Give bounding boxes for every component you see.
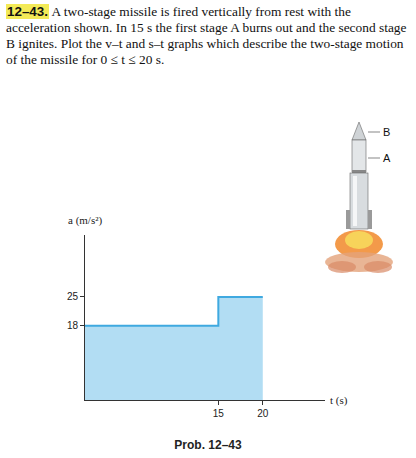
svg-text:A: A <box>383 152 391 164</box>
svg-text:t (s): t (s) <box>330 394 348 407</box>
svg-text:20: 20 <box>257 408 269 419</box>
svg-text:a (m/s²): a (m/s²) <box>68 214 102 227</box>
svg-text:B: B <box>383 126 390 138</box>
html-text:12–43. A two-stage missile is: 12–43. A two-stage missile is fired vert… <box>6 4 407 67</box>
svg-text:15: 15 <box>213 408 225 419</box>
svg-text:25: 25 <box>67 291 79 302</box>
svg-text:18: 18 <box>67 320 79 331</box>
html-text:Prob. 12–43: Prob. 12–43 <box>174 438 242 452</box>
